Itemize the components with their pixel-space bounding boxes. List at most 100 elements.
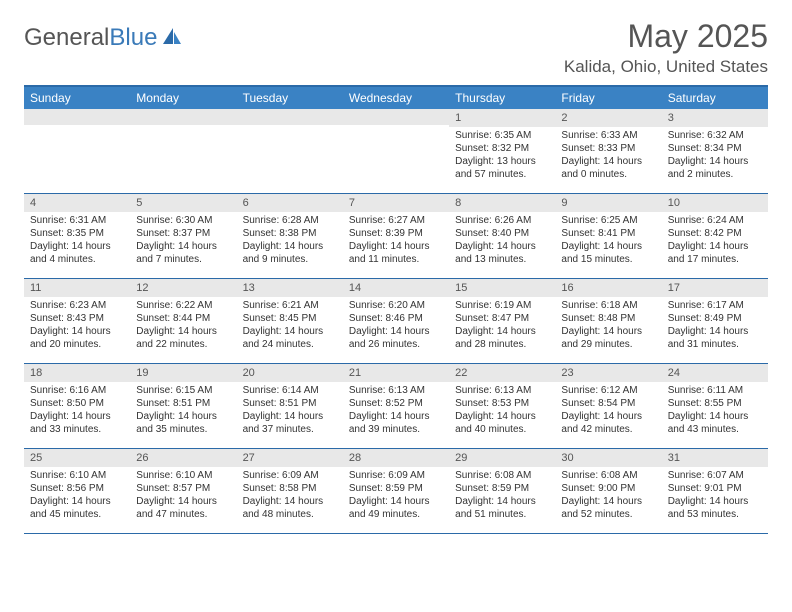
day-number: 1 (449, 109, 555, 127)
daylight-text: Daylight: 14 hours and 43 minutes. (668, 410, 762, 436)
day-content: Sunrise: 6:09 AMSunset: 8:59 PMDaylight:… (343, 467, 449, 525)
sunset-text: Sunset: 8:50 PM (30, 397, 124, 410)
weekday-row: SundayMondayTuesdayWednesdayThursdayFrid… (24, 87, 768, 109)
day-cell: 26Sunrise: 6:10 AMSunset: 8:57 PMDayligh… (130, 449, 236, 533)
sunrise-text: Sunrise: 6:23 AM (30, 299, 124, 312)
sunset-text: Sunset: 8:32 PM (455, 142, 549, 155)
day-content: Sunrise: 6:28 AMSunset: 8:38 PMDaylight:… (237, 212, 343, 270)
day-cell: 5Sunrise: 6:30 AMSunset: 8:37 PMDaylight… (130, 194, 236, 278)
day-number: 29 (449, 449, 555, 467)
logo-part2: Blue (109, 24, 157, 51)
daylight-text: Daylight: 14 hours and 49 minutes. (349, 495, 443, 521)
daylight-text: Daylight: 14 hours and 13 minutes. (455, 240, 549, 266)
daylight-text: Daylight: 14 hours and 9 minutes. (243, 240, 337, 266)
day-number: 9 (555, 194, 661, 212)
day-cell: 19Sunrise: 6:15 AMSunset: 8:51 PMDayligh… (130, 364, 236, 448)
sunrise-text: Sunrise: 6:07 AM (668, 469, 762, 482)
logo-part1: General (24, 24, 109, 51)
sunrise-text: Sunrise: 6:32 AM (668, 129, 762, 142)
sunset-text: Sunset: 9:01 PM (668, 482, 762, 495)
daylight-text: Daylight: 14 hours and 45 minutes. (30, 495, 124, 521)
sunrise-text: Sunrise: 6:25 AM (561, 214, 655, 227)
sunset-text: Sunset: 8:38 PM (243, 227, 337, 240)
day-cell: 23Sunrise: 6:12 AMSunset: 8:54 PMDayligh… (555, 364, 661, 448)
weekday-header: Wednesday (343, 87, 449, 109)
day-cell: 20Sunrise: 6:14 AMSunset: 8:51 PMDayligh… (237, 364, 343, 448)
daylight-text: Daylight: 14 hours and 11 minutes. (349, 240, 443, 266)
sunset-text: Sunset: 8:47 PM (455, 312, 549, 325)
day-content: Sunrise: 6:23 AMSunset: 8:43 PMDaylight:… (24, 297, 130, 355)
sunset-text: Sunset: 8:37 PM (136, 227, 230, 240)
sunrise-text: Sunrise: 6:11 AM (668, 384, 762, 397)
day-number: 26 (130, 449, 236, 467)
sunset-text: Sunset: 8:48 PM (561, 312, 655, 325)
day-number: 2 (555, 109, 661, 127)
day-number: 10 (662, 194, 768, 212)
sunset-text: Sunset: 8:44 PM (136, 312, 230, 325)
day-number: 17 (662, 279, 768, 297)
daylight-text: Daylight: 14 hours and 15 minutes. (561, 240, 655, 266)
day-content: Sunrise: 6:21 AMSunset: 8:45 PMDaylight:… (237, 297, 343, 355)
daylight-text: Daylight: 14 hours and 47 minutes. (136, 495, 230, 521)
day-content: Sunrise: 6:18 AMSunset: 8:48 PMDaylight:… (555, 297, 661, 355)
daylight-text: Daylight: 14 hours and 26 minutes. (349, 325, 443, 351)
week-row: 18Sunrise: 6:16 AMSunset: 8:50 PMDayligh… (24, 364, 768, 449)
day-number: 11 (24, 279, 130, 297)
sunset-text: Sunset: 8:41 PM (561, 227, 655, 240)
day-cell: 24Sunrise: 6:11 AMSunset: 8:55 PMDayligh… (662, 364, 768, 448)
day-content: Sunrise: 6:16 AMSunset: 8:50 PMDaylight:… (24, 382, 130, 440)
sunset-text: Sunset: 8:59 PM (349, 482, 443, 495)
daylight-text: Daylight: 14 hours and 24 minutes. (243, 325, 337, 351)
daylight-text: Daylight: 14 hours and 48 minutes. (243, 495, 337, 521)
sunset-text: Sunset: 8:49 PM (668, 312, 762, 325)
sunrise-text: Sunrise: 6:17 AM (668, 299, 762, 312)
day-number: 8 (449, 194, 555, 212)
sunset-text: Sunset: 8:42 PM (668, 227, 762, 240)
day-cell: 14Sunrise: 6:20 AMSunset: 8:46 PMDayligh… (343, 279, 449, 363)
sunset-text: Sunset: 8:53 PM (455, 397, 549, 410)
sunrise-text: Sunrise: 6:13 AM (349, 384, 443, 397)
sunrise-text: Sunrise: 6:14 AM (243, 384, 337, 397)
daylight-text: Daylight: 14 hours and 33 minutes. (30, 410, 124, 436)
day-content: Sunrise: 6:13 AMSunset: 8:53 PMDaylight:… (449, 382, 555, 440)
day-content: Sunrise: 6:11 AMSunset: 8:55 PMDaylight:… (662, 382, 768, 440)
day-number: 31 (662, 449, 768, 467)
daylight-text: Daylight: 14 hours and 42 minutes. (561, 410, 655, 436)
weekday-header: Tuesday (237, 87, 343, 109)
day-content: Sunrise: 6:35 AMSunset: 8:32 PMDaylight:… (449, 127, 555, 185)
daylight-text: Daylight: 14 hours and 0 minutes. (561, 155, 655, 181)
day-number: 12 (130, 279, 236, 297)
day-number: 24 (662, 364, 768, 382)
daylight-text: Daylight: 13 hours and 57 minutes. (455, 155, 549, 181)
location: Kalida, Ohio, United States (564, 57, 768, 77)
sunset-text: Sunset: 8:54 PM (561, 397, 655, 410)
sunset-text: Sunset: 8:40 PM (455, 227, 549, 240)
daylight-text: Daylight: 14 hours and 52 minutes. (561, 495, 655, 521)
day-content: Sunrise: 6:08 AMSunset: 8:59 PMDaylight:… (449, 467, 555, 525)
day-cell: 27Sunrise: 6:09 AMSunset: 8:58 PMDayligh… (237, 449, 343, 533)
day-content: Sunrise: 6:32 AMSunset: 8:34 PMDaylight:… (662, 127, 768, 185)
day-number (130, 109, 236, 125)
day-number: 3 (662, 109, 768, 127)
logo: GeneralBlue (24, 24, 183, 52)
daylight-text: Daylight: 14 hours and 53 minutes. (668, 495, 762, 521)
daylight-text: Daylight: 14 hours and 20 minutes. (30, 325, 124, 351)
day-cell: 17Sunrise: 6:17 AMSunset: 8:49 PMDayligh… (662, 279, 768, 363)
day-content (343, 125, 449, 131)
sunset-text: Sunset: 8:51 PM (243, 397, 337, 410)
day-number: 21 (343, 364, 449, 382)
day-number: 19 (130, 364, 236, 382)
week-row: 1Sunrise: 6:35 AMSunset: 8:32 PMDaylight… (24, 109, 768, 194)
day-number: 13 (237, 279, 343, 297)
day-cell: 18Sunrise: 6:16 AMSunset: 8:50 PMDayligh… (24, 364, 130, 448)
week-row: 25Sunrise: 6:10 AMSunset: 8:56 PMDayligh… (24, 449, 768, 534)
sunset-text: Sunset: 8:35 PM (30, 227, 124, 240)
sunset-text: Sunset: 8:56 PM (30, 482, 124, 495)
day-content: Sunrise: 6:25 AMSunset: 8:41 PMDaylight:… (555, 212, 661, 270)
week-row: 11Sunrise: 6:23 AMSunset: 8:43 PMDayligh… (24, 279, 768, 364)
daylight-text: Daylight: 14 hours and 22 minutes. (136, 325, 230, 351)
day-cell: 12Sunrise: 6:22 AMSunset: 8:44 PMDayligh… (130, 279, 236, 363)
logo-text: GeneralBlue (24, 24, 157, 52)
day-number: 30 (555, 449, 661, 467)
day-content: Sunrise: 6:33 AMSunset: 8:33 PMDaylight:… (555, 127, 661, 185)
